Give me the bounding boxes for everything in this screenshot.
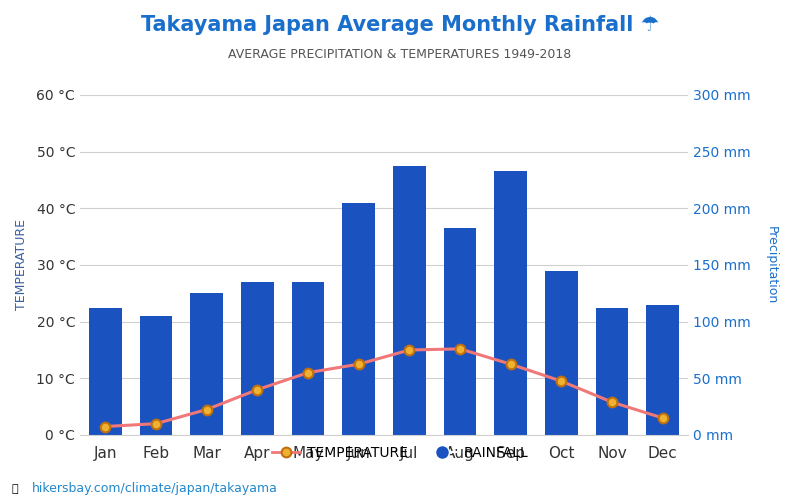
Bar: [443, 228, 477, 435]
Bar: [393, 166, 426, 435]
Bar: [139, 316, 173, 435]
Bar: [494, 171, 527, 435]
Bar: [241, 282, 274, 435]
Bar: [646, 304, 679, 435]
Bar: [342, 202, 375, 435]
Bar: [190, 294, 223, 435]
Text: hikersbay.com/climate/japan/takayama: hikersbay.com/climate/japan/takayama: [32, 482, 278, 495]
Bar: [545, 270, 578, 435]
Text: 📍: 📍: [12, 484, 18, 494]
Legend: TEMPERATURE, RAINFALL: TEMPERATURE, RAINFALL: [266, 440, 534, 466]
Text: Takayama Japan Average Monthly Rainfall ☂: Takayama Japan Average Monthly Rainfall …: [141, 15, 659, 35]
Y-axis label: TEMPERATURE: TEMPERATURE: [15, 220, 28, 310]
Bar: [291, 282, 325, 435]
Text: AVERAGE PRECIPITATION & TEMPERATURES 1949-2018: AVERAGE PRECIPITATION & TEMPERATURES 194…: [228, 48, 572, 60]
Bar: [595, 308, 629, 435]
Bar: [89, 308, 122, 435]
Y-axis label: Precipitation: Precipitation: [765, 226, 778, 304]
